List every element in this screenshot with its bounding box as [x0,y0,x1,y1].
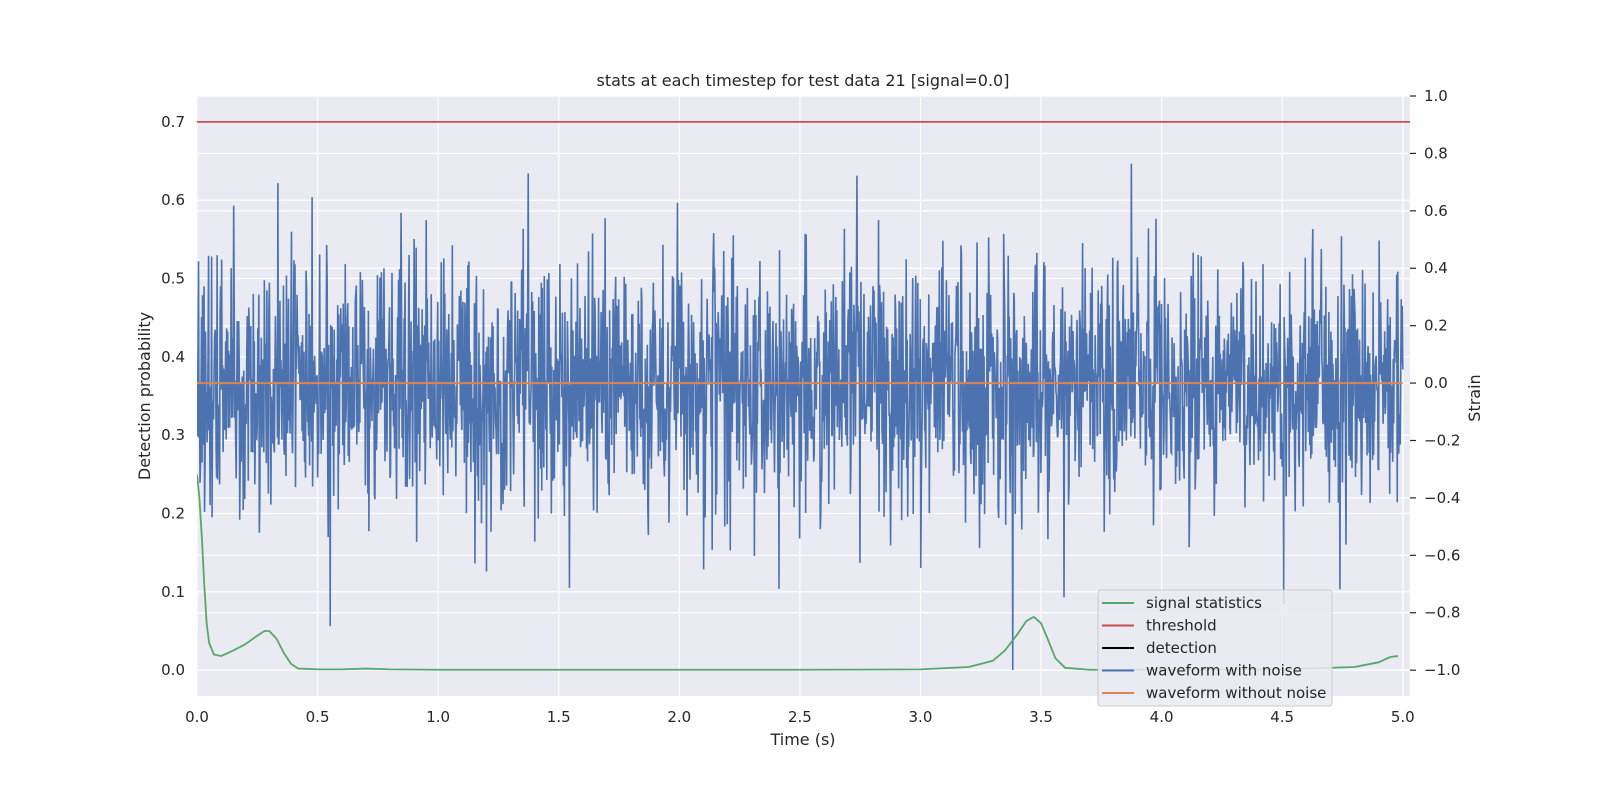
plot-series [197,120,1410,671]
y-left-tick-label: 0.0 [161,661,185,679]
legend-label: signal statistics [1146,594,1262,612]
y-right-tick-label: 1.0 [1424,87,1448,105]
y-left-tick-label: 0.3 [161,426,185,444]
y-right-tick-label: 0.2 [1424,317,1448,335]
y-right-tick-label: −0.8 [1424,604,1460,622]
y-right-tick-label: 0.4 [1424,259,1448,277]
y-left-tick-label: 0.7 [161,113,185,131]
x-tick-label: 1.0 [426,708,450,726]
x-axis-ticks: 0.0 0.5 1.0 1.5 2.0 2.5 3.0 3.5 4.0 4.5 5.0 [185,708,1415,726]
x-tick-label: 2.0 [667,708,691,726]
y-right-tick-label: −0.4 [1424,489,1460,507]
x-tick-label: 0.0 [185,708,209,726]
legend-box [1097,589,1333,707]
y-right-tick-label: −0.6 [1424,546,1460,564]
x-tick-label: 2.5 [788,708,812,726]
y-left-axis-title: Detection probability [135,312,154,480]
x-tick-label: 5.0 [1391,708,1415,726]
x-tick-label: 3.0 [909,708,933,726]
x-tick-label: 0.5 [306,708,330,726]
x-tick-label: 4.5 [1270,708,1294,726]
y-left-tick-label: 0.2 [161,504,185,522]
y-right-tick-label: −1.0 [1424,661,1460,679]
x-tick-label: 4.0 [1150,708,1174,726]
x-tick-label: 1.5 [547,708,571,726]
legend-label: threshold [1146,617,1217,635]
y-right-tick-label: 0.8 [1424,144,1448,162]
y-right-axis-ticks: −1.0 −0.8 −0.6 −0.4 −0.2 0.0 0.2 0.4 0.6 0.8 1.0 [1410,87,1460,679]
y-left-tick-label: 0.1 [161,583,185,601]
legend: signal statistics threshold detection wavef… [1097,589,1333,707]
series-signal-statistics [197,474,1399,671]
x-tick-label: 3.5 [1029,708,1053,726]
y-left-tick-label: 0.5 [161,270,185,288]
y-left-tick-label: 0.4 [161,348,185,366]
legend-label: waveform with noise [1146,662,1302,680]
x-axis-title: Time (s) [769,730,835,749]
series-waveform-with-noise [197,163,1404,671]
y-right-tick-label: 0.0 [1424,374,1448,392]
y-left-tick-label: 0.6 [161,191,185,209]
legend-label: detection [1146,639,1217,657]
y-right-tick-label: 0.6 [1424,202,1448,220]
y-right-axis-title: Strain [1465,374,1484,421]
chart-title: stats at each timestep for test data 21 … [597,71,1010,90]
y-left-axis-ticks: 0.0 0.1 0.2 0.3 0.4 0.5 0.6 0.7 [161,113,185,679]
y-right-tick-label: −0.2 [1424,431,1460,449]
legend-label: waveform without noise [1146,684,1326,702]
